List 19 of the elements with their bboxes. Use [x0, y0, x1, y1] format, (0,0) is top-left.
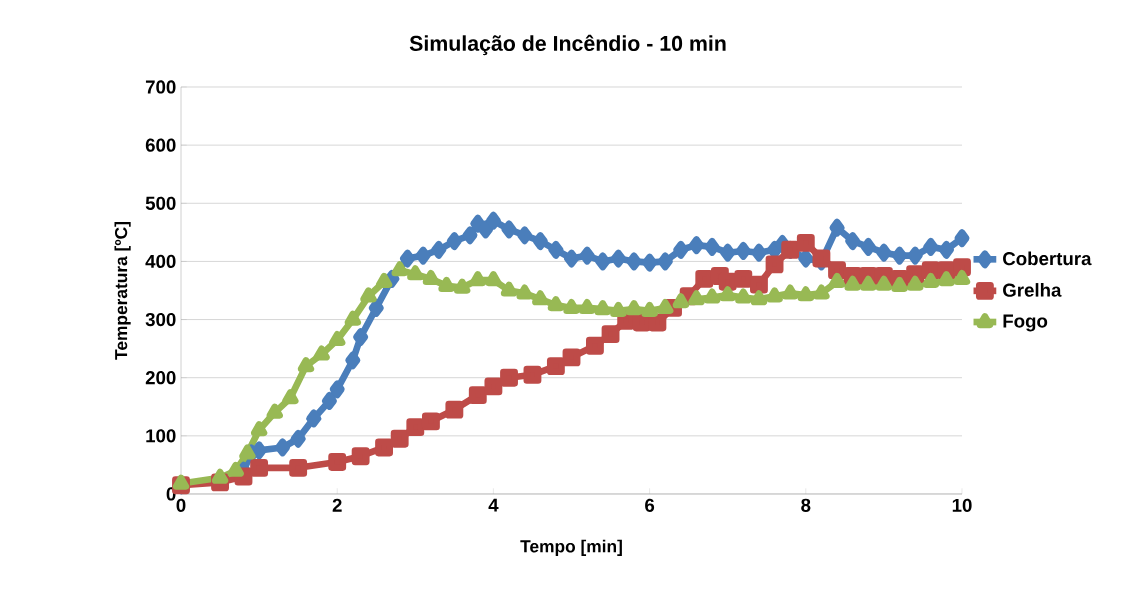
x-tick-label: 10 — [952, 498, 972, 512]
y-tick-label: 400 — [145, 254, 176, 269]
y-tick-label: 300 — [145, 312, 176, 327]
x-tick-label: 0 — [176, 498, 186, 512]
legend-label: Grelha — [1003, 283, 1062, 297]
x-tick-label: 2 — [332, 498, 342, 512]
x-tick-label: 8 — [801, 498, 811, 512]
y-tick-label: 100 — [146, 429, 176, 443]
legend-label: Fogo — [1003, 314, 1048, 332]
y-tick-label: 700 — [145, 80, 176, 94]
y-axis-title: Temperatura [ºC] — [114, 222, 131, 360]
y-tick-label: 600 — [145, 138, 176, 152]
chart-title: Simulação de Incêndio - 10 min — [409, 34, 726, 56]
x-tick-label: 4 — [488, 498, 499, 512]
x-axis-title: Tempo [min] — [520, 539, 622, 556]
x-tick-label: 6 — [645, 498, 655, 512]
y-tick-label: 500 — [145, 196, 176, 210]
legend-label: Cobertura — [1003, 251, 1092, 266]
y-tick-label: 200 — [145, 371, 176, 385]
